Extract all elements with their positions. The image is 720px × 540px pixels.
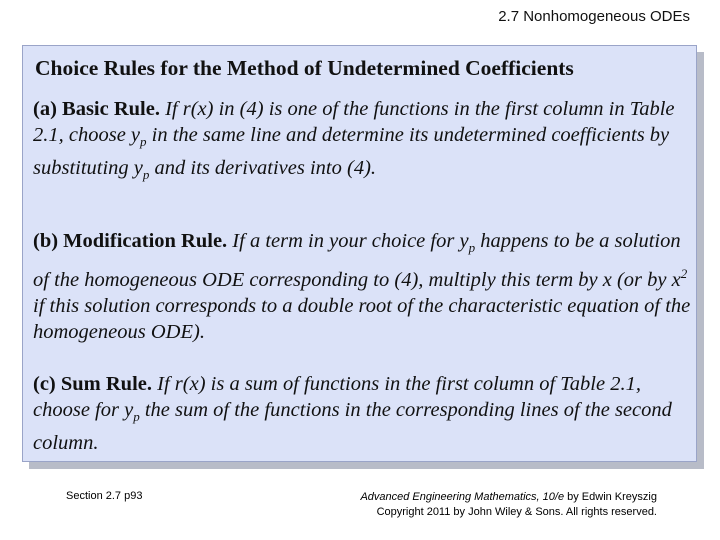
rule-text: in the same line and determine its undet… — [33, 124, 670, 180]
rule-text: happens to be a solution of the homogene… — [33, 230, 681, 291]
rule-heading: (c) Sum Rule. — [33, 373, 153, 395]
rule-text: If a term in your choice for y — [227, 230, 469, 252]
rule-text: and its derivatives into (4). — [149, 157, 377, 180]
rule-heading: (a) Basic Rule. — [33, 98, 160, 120]
rule-text: If r(x) is a sum of functions in the fir… — [33, 373, 641, 421]
copyright: Copyright 2011 by John Wiley & Sons. All… — [376, 506, 657, 518]
subscript: p — [140, 134, 147, 150]
author: by Edwin Kreyszig — [564, 491, 657, 503]
rule: (a) Basic Rule. If r(x) in (4) is one of… — [33, 96, 695, 188]
rule-text: If r(x) in (4) is one of the functions i… — [33, 98, 675, 146]
rule: (c) Sum Rule. If r(x) is a sum of functi… — [33, 371, 695, 456]
superscript: 2 — [680, 266, 688, 282]
book-title: Advanced Engineering Mathematics, 10/e — [360, 491, 565, 503]
footer-section: Section 2.7 p93 — [66, 490, 143, 502]
footer-credits: Advanced Engineering Mathematics, 10/e b… — [360, 490, 657, 520]
rule: (b) Modification Rule. If a term in your… — [33, 228, 695, 345]
box-title: Choice Rules for the Method of Undetermi… — [35, 56, 574, 80]
subscript: p — [468, 240, 476, 256]
rule-text: if this solution corresponds to a double… — [33, 294, 691, 343]
subscript: p — [142, 167, 150, 183]
rule-heading: (b) Modification Rule. — [33, 230, 228, 252]
header-title: 2.7 Nonhomogeneous ODEs — [498, 8, 690, 25]
rules-box: Choice Rules for the Method of Undetermi… — [22, 45, 697, 462]
subscript: p — [133, 409, 140, 425]
rule-text: the sum of the functions in the correspo… — [33, 399, 672, 455]
